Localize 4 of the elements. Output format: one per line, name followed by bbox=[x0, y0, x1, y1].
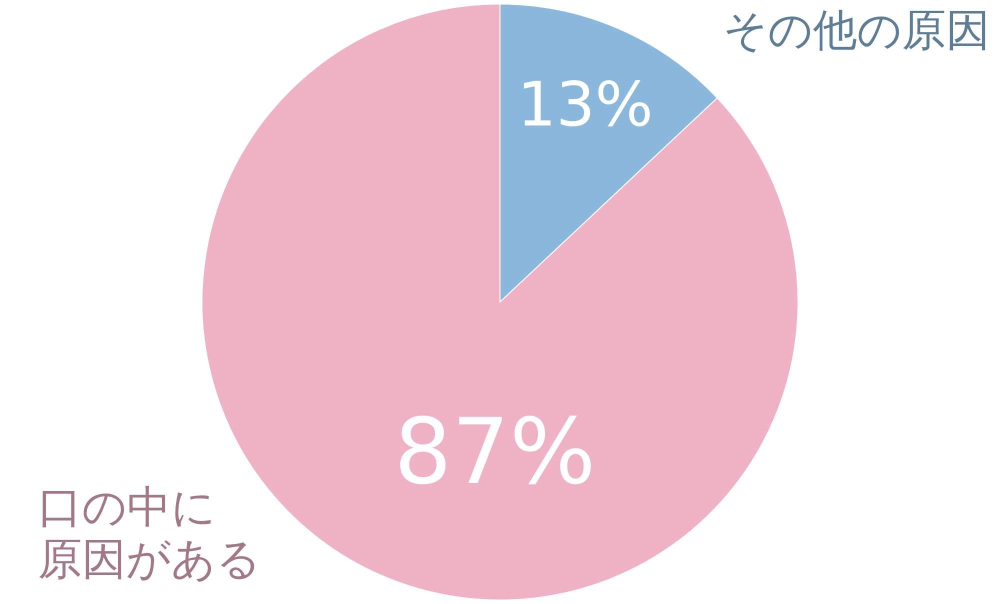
slice-label: その他の原因 bbox=[723, 5, 990, 56]
slice-label: 口の中に原因がある bbox=[38, 482, 261, 585]
data-label: 13% bbox=[517, 70, 654, 141]
data-label: 87% bbox=[394, 400, 596, 505]
